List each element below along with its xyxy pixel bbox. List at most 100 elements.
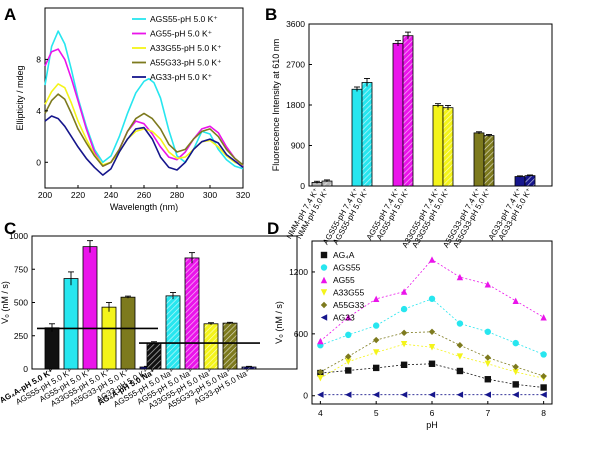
cd-point-1-8 [540,351,547,358]
cd-point-3-6 [484,360,492,367]
cd-point-5-0 [317,391,324,398]
panel-d: D AG₄A AGS55 AG55 A33G55 A55G33 AG33 4 5 6 7 8 0 600 1… [267,219,553,430]
cd-y-tick-label: 2700 [286,60,305,70]
cd-y-axis-label: V₀ (nM / s) [0,281,10,324]
legend-marker-1 [320,264,328,271]
cd-point-3-0 [317,375,324,382]
panel-label-a: A [4,5,16,24]
cd-point-1-3 [400,305,408,313]
cd-point-1-4 [428,295,436,302]
cd-y-tick-label: 0 [300,181,305,191]
cd-x-axis-label: pH [426,420,438,430]
cd-point-4-5 [456,341,464,349]
cd-point-4-3 [400,329,408,337]
cd-y-tick-label: 750 [14,264,28,274]
cd-point-4-0 [317,368,324,376]
cd-point-2-6 [484,281,492,288]
panel-a: A 200 220 240 260 280 300 320 0 4 8 Wavelength (nm)… [4,5,250,212]
legend-marker-5 [320,314,328,321]
cd-point-3-7 [512,368,519,376]
cd-point-0-3 [400,361,408,368]
cd-point-2-0 [317,337,324,345]
cd-bar [184,257,200,370]
cd-y-tick-label: 500 [14,298,28,308]
cd-series-line-1 [44,48,244,167]
panel-label-d: D [267,219,279,238]
panel-label-b: B [265,5,277,24]
cd-bar [432,105,444,187]
cd-bar [146,342,162,370]
cd-point-2-2 [372,295,380,302]
cd-point-5-3 [400,391,408,398]
cd-point-4-8 [540,372,547,380]
cd-x-tick-label: 7 [485,408,490,418]
cd-legend-entry: A55G33-pH 5.0 K⁺ [150,58,222,68]
cd-point-1-1 [345,331,352,339]
cd-point-2-1 [345,314,352,321]
cd-legend-entry: AG55-pH 5.0 K⁺ [150,29,213,39]
cd-legend-entry: AG33-pH 5.0 K⁺ [150,72,213,82]
cd-point-5-1 [345,391,352,398]
cd-y-tick-label: 0 [36,157,41,167]
cd-point-2-3 [400,288,408,295]
cd-x-tick-label: 200 [38,190,52,200]
cd-y-tick-label: 1800 [286,100,305,110]
cd-point-4-4 [428,328,436,335]
cd-point-4-2 [372,336,380,344]
cd-point-0-1 [345,367,352,374]
cd-legend-entry: A33G55 [333,288,364,298]
cd-bar [392,42,404,187]
cd-bar [165,295,181,370]
cd-point-0-5 [456,367,464,375]
cd-x-tick-label: 280 [170,190,184,200]
cd-point-5-2 [372,391,380,398]
cd-bar [351,88,363,187]
cd-point-0-4 [428,360,436,367]
cd-point-3-5 [456,353,464,360]
cd-y-tick-label: 250 [14,331,28,341]
plot-frame [308,23,553,187]
cd-point-0-7 [512,381,519,388]
cd-bar [442,107,454,187]
cd-x-tick-label: 4 [318,408,323,418]
cd-point-1-5 [456,320,464,327]
cd-series-line-2 [44,83,244,166]
cd-x-tick-label: 240 [104,190,118,200]
cd-y-tick-label: 900 [291,141,305,151]
cd-bar [63,278,79,370]
legend-marker-2 [320,276,328,284]
cd-point-5-4 [428,391,436,398]
cd-point-2-8 [540,314,547,321]
cd-series-line-4 [44,115,244,176]
cd-legend-entry: AG33 [333,313,355,323]
cd-x-tick-label: 320 [236,190,250,200]
cd-series-line-4 [320,331,544,377]
cd-y-tick-label: 8 [36,54,41,64]
cd-legend-entry: A33G55-pH 5.0 K⁺ [150,43,222,53]
cd-point-3-2 [372,349,380,356]
cd-point-4-1 [345,353,352,360]
cd-point-2-4 [428,256,436,263]
cd-bar [44,327,60,370]
cd-point-3-4 [428,344,436,351]
cd-legend-entry: A55G33 [333,300,364,310]
cd-series-line-3 [320,343,544,379]
cd-point-5-5 [456,391,464,398]
cd-y-tick-label: 4 [36,106,41,116]
cd-legend-entry: AGS55-pH 5.0 K⁺ [150,14,218,24]
cd-series-line-0 [44,30,244,170]
cd-bar [361,82,373,187]
cd-bar [101,306,117,370]
cd-bar [82,246,98,370]
cd-point-2-7 [512,297,519,305]
cd-point-2-5 [456,273,464,281]
cd-bar [514,176,526,187]
cd-bar [483,135,495,187]
cd-point-1-2 [372,322,380,329]
cd-bar [222,322,238,370]
cd-x-tick-label: 6 [430,408,435,418]
cd-point-3-1 [345,358,352,365]
